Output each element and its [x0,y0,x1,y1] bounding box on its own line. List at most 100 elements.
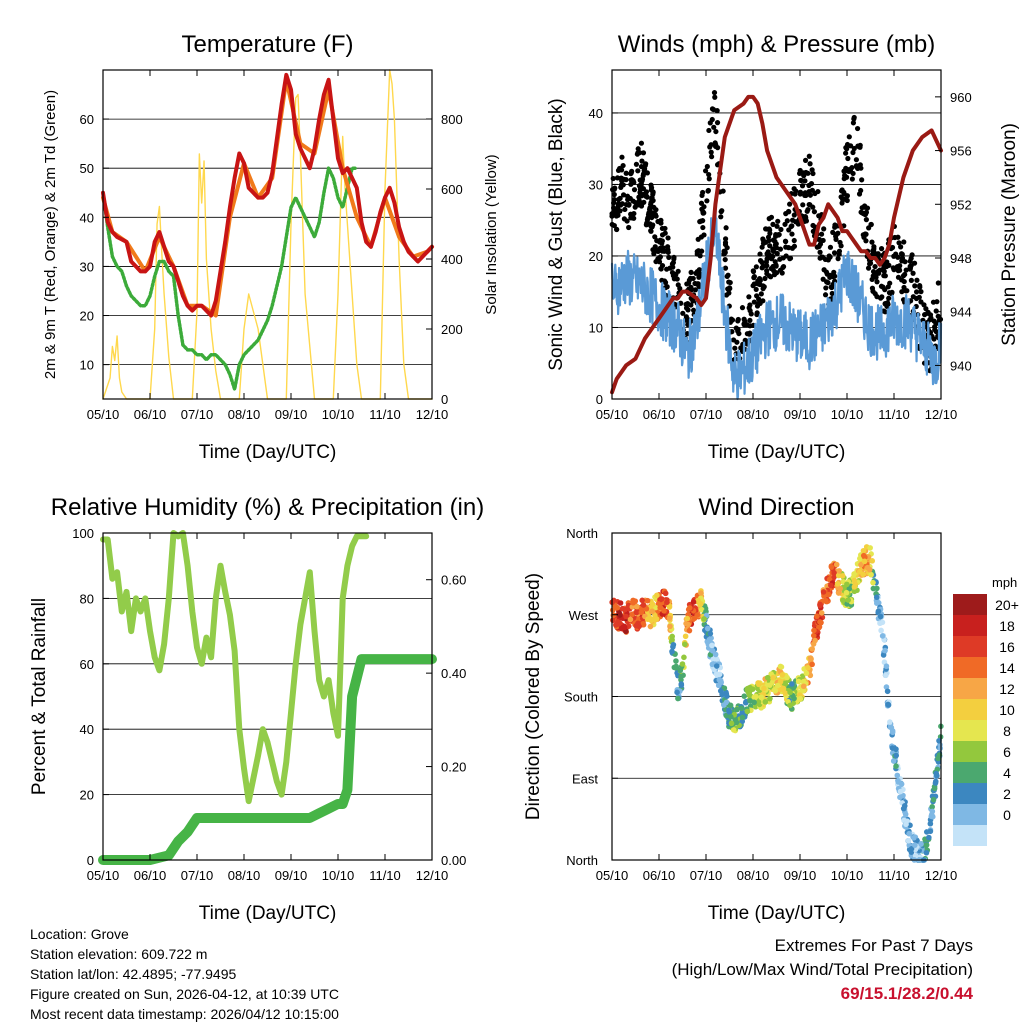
x-tick-label: 12/10 [925,407,958,422]
direction-point [682,633,689,640]
direction-point [811,627,817,634]
temperature-chart: 05/10 06/10 07/10 08/10 09/10 10/10 11/10 12/10… [42,31,500,463]
y-tick-label: 10 [589,320,603,335]
gust-point [816,213,822,219]
elevation-text: Station elevation: 609.722 m [30,946,208,962]
gust-point [744,322,750,328]
gust-point [868,221,874,228]
gust-point [791,186,797,192]
gust-point [628,181,634,187]
gust-point [931,336,937,342]
direction-point [698,606,705,613]
direction-point [868,571,874,578]
direction-point [867,545,873,551]
gust-point [756,275,763,282]
gust-point [921,302,927,308]
gust-point [751,299,757,305]
direction-point [690,599,697,605]
gust-point [910,270,916,276]
gust-point [661,248,667,254]
dewpoint-line [101,166,359,391]
gust-point [741,316,747,322]
gust-point [638,163,645,170]
direction-point [928,811,935,818]
gust-point [656,259,663,265]
gust-point [650,189,656,196]
x-tick-label: 07/10 [181,868,214,883]
colorbar-label: 6 [1003,744,1011,760]
gust-point [650,210,656,216]
direction-point [843,589,850,596]
direction-point [640,621,647,628]
direction-point [883,663,890,670]
direction-point [682,641,688,648]
direction-point [851,577,858,584]
gust-point [816,243,822,249]
gust-point [671,256,677,262]
gust-point [837,239,843,246]
direction-point [908,846,915,852]
gust-point [793,219,799,225]
gust-point [898,251,905,257]
gust-point [807,202,813,208]
gust-point [615,206,621,212]
direction-point [704,625,711,632]
direction-point [893,763,899,770]
direction-point [809,661,815,668]
direction-point [685,621,691,628]
y-tick-label: 0 [87,853,94,868]
direction-point [902,811,909,818]
gust-point [760,298,766,304]
direction-points [609,544,944,863]
direction-point [845,597,851,603]
gust-point [854,125,861,132]
gust-point [773,245,780,251]
gust-point [674,276,680,282]
gust-point [850,170,856,177]
direction-point [836,568,842,574]
gust-point [757,251,763,257]
gust-point [747,317,753,324]
x-tick-label: 09/10 [275,868,308,883]
gust-point [721,248,727,254]
gust-point [815,188,821,195]
gust-point [841,168,847,174]
gust-point [907,265,913,271]
direction-point [684,615,691,622]
gust-point [833,233,839,239]
direction-point [795,678,802,685]
y2-tick-label: 0.20 [441,760,466,775]
direction-point [675,695,681,702]
direction-point [893,752,900,759]
gust-point [633,161,640,167]
direction-point [912,842,918,848]
y-tick-label: 40 [80,210,94,225]
gust-point [659,240,665,246]
gust-point [843,150,849,156]
gust-point [886,262,892,268]
gust-point [712,94,718,100]
direction-point [728,720,735,727]
gust-point [827,272,833,278]
gust-point [726,290,732,296]
gust-point [631,187,638,193]
gust-point [693,270,699,276]
colorbar-swatch [953,678,987,699]
y-tick-label: 10 [80,358,94,373]
gust-point [890,265,896,271]
y-axis-label: Direction (Colored By Speed) [523,573,544,820]
direction-point [834,581,841,587]
gust-point [628,171,634,177]
direction-point [923,849,930,856]
y-tick-label: South [564,690,598,705]
direction-point [787,689,793,696]
gust-point [746,331,752,337]
gust-point [675,268,681,274]
gust-point [722,265,729,271]
gust-point [871,244,877,250]
direction-point [923,842,930,848]
gust-point [844,141,851,148]
direction-point [778,664,785,670]
direction-point [810,641,817,647]
